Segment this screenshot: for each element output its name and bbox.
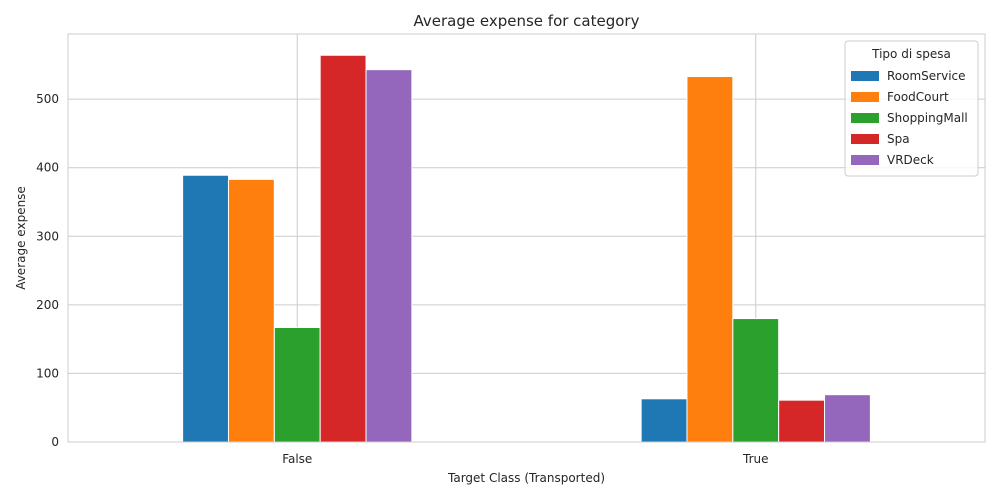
x-tick-label: False	[282, 452, 312, 466]
legend-label-foodcourt: FoodCourt	[887, 90, 949, 104]
y-tick-label: 300	[36, 229, 59, 243]
bar-vrdeck-true	[824, 394, 871, 443]
y-tick-label: 500	[36, 92, 59, 106]
legend-label-roomservice: RoomService	[887, 69, 966, 83]
y-tick-label: 0	[51, 435, 59, 449]
bars	[182, 54, 871, 443]
bar-foodcourt-true	[686, 76, 734, 443]
bar-roomservice-false	[182, 174, 229, 443]
bar-roomservice-true	[640, 398, 688, 443]
y-axis-label: Average expense	[14, 186, 28, 290]
x-tick-label: True	[742, 452, 769, 466]
legend-label-shoppingmall: ShoppingMall	[887, 111, 968, 125]
y-tick-label: 400	[36, 161, 59, 175]
legend-swatch-vrdeck	[851, 155, 879, 165]
chart-title: Average expense for category	[414, 12, 640, 30]
bar-spa-true	[778, 399, 826, 443]
y-tick-label: 200	[36, 298, 59, 312]
legend-swatch-roomservice	[851, 71, 879, 81]
bar-shoppingmall-true	[732, 318, 780, 443]
bar-spa-false	[319, 54, 367, 443]
legend-swatch-spa	[851, 134, 879, 144]
x-axis-label: Target Class (Transported)	[447, 471, 605, 485]
legend-swatch-shoppingmall	[851, 113, 879, 123]
legend-label-vrdeck: VRDeck	[887, 153, 934, 167]
bar-vrdeck-false	[365, 69, 413, 443]
legend-swatch-foodcourt	[851, 92, 879, 102]
legend-title: Tipo di spesa	[871, 47, 951, 61]
tick-labels: 0 100 200 300 400 500 False True	[36, 92, 768, 466]
legend: Tipo di spesa RoomService FoodCourt Shoppi…	[844, 40, 979, 177]
bar-shoppingmall-false	[273, 326, 321, 443]
bar-foodcourt-false	[227, 178, 275, 443]
y-tick-label: 100	[36, 366, 59, 380]
plot-area-frame	[67, 33, 986, 443]
legend-label-spa: Spa	[887, 132, 910, 146]
